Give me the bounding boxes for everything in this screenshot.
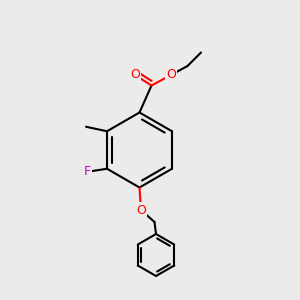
Text: O: O xyxy=(136,203,146,217)
Text: O: O xyxy=(166,68,176,82)
Text: F: F xyxy=(84,165,91,178)
Text: O: O xyxy=(130,68,140,82)
